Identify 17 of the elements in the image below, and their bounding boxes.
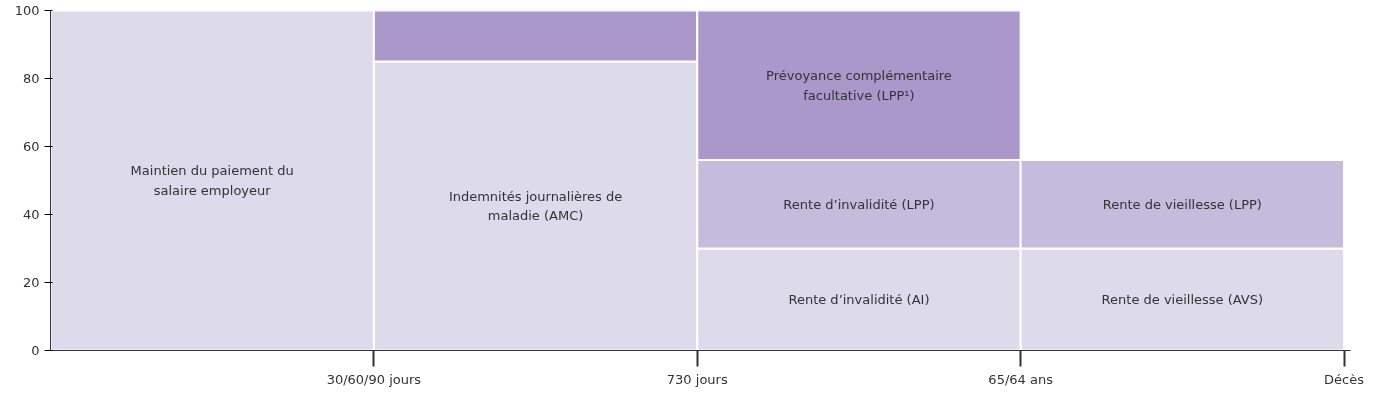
y-tick-label: 0 — [31, 343, 40, 358]
annotation: Indemnités journalières de maladie (AMC) — [448, 188, 623, 224]
annotation: Rente d’invalidité (LPP) — [783, 196, 935, 212]
annotation: Rente de vieillesse (LPP) — [1102, 196, 1262, 212]
text: Décès — [1324, 371, 1365, 387]
annotation: Rente de vieillesse (AVS) — [1101, 292, 1264, 307]
y-tick-label: 60 — [22, 139, 40, 154]
annotation: Prévoyance complémentaire facultative (LPP¹) — [766, 68, 952, 103]
y-tick-label: 20 — [22, 275, 40, 290]
text: 30/60/90 jours — [326, 371, 422, 387]
y-tick-label: 80 — [22, 71, 40, 86]
annotation: Rente d’invalidité (AI) — [788, 292, 930, 307]
y-tick-label: 40 — [22, 207, 40, 222]
y-tick-label: 100 — [14, 3, 40, 18]
text: 65/64 ans — [988, 371, 1054, 387]
text: 730 jours — [666, 371, 728, 387]
annotation: Maintien du paiement du salaire employeur — [130, 163, 294, 198]
